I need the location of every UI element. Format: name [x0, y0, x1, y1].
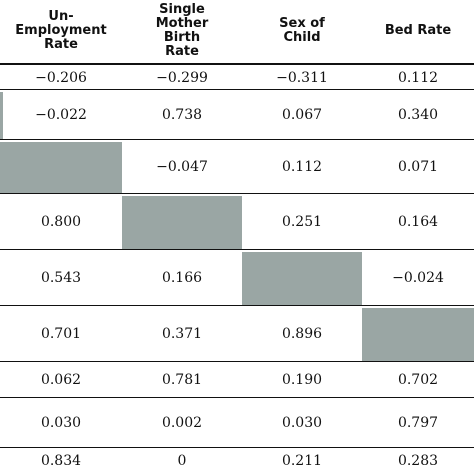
- table-cell: −0.047: [156, 159, 208, 175]
- header-rule: [0, 63, 474, 65]
- header-single-mother-birth-rate: Single Mother Birth Rate: [155, 2, 209, 59]
- table-row: 0.701 0.371 0.896: [0, 306, 474, 362]
- row-divider: [0, 89, 474, 90]
- table-row: 0.834 0 0.211 0.283: [0, 448, 474, 474]
- table-cell: [0, 140, 122, 194]
- table-cell: 0.251: [281, 214, 323, 230]
- table-cell: 0.112: [281, 159, 323, 175]
- table-cell: 0.190: [281, 372, 323, 388]
- table-row: −0.047 0.112 0.071: [0, 140, 474, 194]
- header-sex-of-child: Sex of Child: [279, 16, 325, 45]
- table-cell: [122, 194, 242, 250]
- header-unemployment-rate: Un- Employment Rate: [15, 9, 107, 52]
- row-divider: [0, 249, 474, 250]
- table-cell: 0.164: [397, 214, 439, 230]
- table-cell: −0.022: [35, 107, 87, 123]
- table-cell: 0.030: [281, 415, 323, 431]
- table-row: −0.206 −0.299 −0.311 0.112: [0, 65, 474, 90]
- table-cell: [242, 250, 362, 306]
- shaded-diagonal-cell: [0, 142, 122, 193]
- table-cell: 0: [177, 453, 187, 469]
- table-cell: −0.299: [156, 69, 208, 86]
- table-cell: [362, 306, 474, 362]
- table-row: −0.022 0.738 0.067 0.340: [0, 90, 474, 140]
- table-cell: 0.371: [161, 326, 203, 342]
- row-divider: [0, 193, 474, 194]
- shaded-diagonal-cell: [362, 308, 474, 361]
- table-cell: 0.702: [397, 372, 439, 388]
- table-cell: 0.701: [40, 326, 82, 342]
- table-header: Un- Employment Rate Single Mother Birth …: [0, 0, 474, 62]
- table-row: 0.800 0.251 0.164: [0, 194, 474, 250]
- table-cell: 0.797: [397, 415, 439, 431]
- table-row: 0.030 0.002 0.030 0.797: [0, 398, 474, 448]
- table-cell: −0.206: [35, 69, 87, 86]
- row-divider: [0, 361, 474, 362]
- row-divider: [0, 305, 474, 306]
- table-cell: 0.781: [161, 372, 203, 388]
- row-divider: [0, 139, 474, 140]
- table-cell: 0.166: [161, 270, 203, 286]
- table-cell: 0.067: [281, 107, 323, 123]
- table-cell: 0.834: [40, 453, 82, 469]
- header-bed-rate: Bed Rate: [384, 23, 452, 38]
- shaded-diagonal-cell: [242, 252, 362, 305]
- table-cell: −0.024: [392, 270, 444, 286]
- table-cell: 0.112: [397, 69, 439, 86]
- table-cell: 0.738: [161, 107, 203, 123]
- table-cell: 0.800: [40, 214, 82, 230]
- table-cell: 0.283: [397, 453, 439, 469]
- table-cell: 0.340: [397, 107, 439, 123]
- table-cell: 0.896: [281, 326, 323, 342]
- table-cell: 0.062: [40, 372, 82, 388]
- table-cell: 0.002: [161, 415, 203, 431]
- table-cell: 0.543: [40, 270, 82, 286]
- edge-shade-strip: [0, 92, 3, 139]
- row-divider: [0, 397, 474, 398]
- table-row: 0.543 0.166 −0.024: [0, 250, 474, 306]
- table-cell: 0.071: [397, 159, 439, 175]
- table-cell: 0.030: [40, 415, 82, 431]
- shaded-diagonal-cell: [122, 196, 242, 249]
- table-cell: −0.311: [276, 69, 328, 86]
- table-cell: 0.211: [281, 453, 323, 469]
- table-row: 0.062 0.781 0.190 0.702: [0, 362, 474, 398]
- row-divider: [0, 447, 474, 448]
